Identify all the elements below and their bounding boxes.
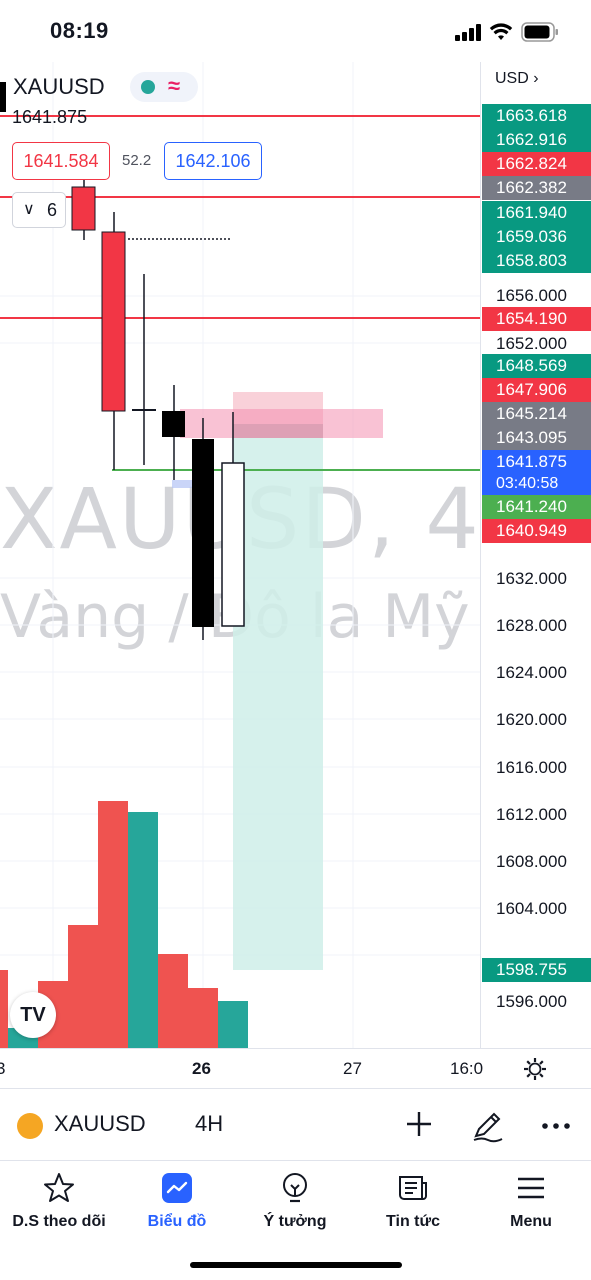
- price-label: 1624.000: [496, 663, 567, 682]
- price-label: 1661.940: [482, 201, 591, 225]
- price-label: 1641.240: [482, 495, 591, 519]
- chart-pane[interactable]: XAUUSD, 4h Vàng / Đô la Mỹ: [0, 62, 480, 1048]
- price-label: 1662.382: [482, 176, 591, 200]
- blue-marker: [172, 480, 200, 488]
- price-label: 1645.214: [482, 402, 591, 426]
- currency-selector[interactable]: USD ›: [495, 70, 539, 88]
- nav-label: Menu: [510, 1213, 552, 1230]
- add-icon[interactable]: [404, 1109, 434, 1139]
- candle: [71, 186, 96, 231]
- price-label: 1663.618: [482, 104, 591, 128]
- star-icon: [44, 1173, 74, 1202]
- currency-label: USD: [495, 70, 529, 87]
- lightbulb-icon: [283, 1173, 307, 1203]
- volume-bar: [218, 1001, 248, 1048]
- time-label: 16:0: [450, 1059, 484, 1078]
- status-time: 08:19: [50, 18, 109, 43]
- time-label: 3: [0, 1059, 6, 1078]
- market-status-pill[interactable]: ≈: [130, 72, 198, 102]
- toolbar-symbol-button[interactable]: XAUUSD: [54, 1111, 146, 1136]
- drawing-tools-icon[interactable]: [470, 1109, 504, 1143]
- nav-ideas[interactable]: Ý tưởng: [236, 1171, 354, 1241]
- volume-bar: [68, 925, 98, 1048]
- chart-icon: [162, 1173, 192, 1203]
- indicators-toggle-button[interactable]: ∨ 6: [12, 192, 66, 228]
- nav-label: Tin tức: [386, 1213, 440, 1230]
- candle: [101, 231, 126, 412]
- price-axis[interactable]: USD › 1663.618 1662.916 1662.824 1662.382 16…: [480, 62, 591, 1048]
- price-label: 1628.000: [496, 616, 567, 635]
- price-label: 1659.036: [482, 225, 591, 249]
- nav-chart[interactable]: Biểu đồ: [118, 1171, 236, 1241]
- price-label: 1598.755: [482, 958, 591, 982]
- more-icon[interactable]: [540, 1111, 572, 1141]
- candle: [162, 411, 185, 437]
- price-label: 1658.803: [482, 249, 591, 273]
- pink-zone: [180, 409, 383, 438]
- price-label: 1640.949: [482, 519, 591, 543]
- candle: [221, 462, 245, 627]
- gold-symbol-icon: [17, 1113, 43, 1139]
- time-axis[interactable]: 3 26 27 16:0: [0, 1048, 591, 1088]
- chart-last-price: 1641.875: [12, 107, 88, 127]
- time-label: 27: [343, 1059, 362, 1078]
- nav-menu[interactable]: Menu: [472, 1171, 590, 1241]
- wave-icon: ≈: [168, 73, 181, 98]
- status-bar: 08:19: [0, 0, 591, 62]
- tradingview-logo[interactable]: TV: [10, 992, 56, 1038]
- menu-icon: [518, 1177, 544, 1199]
- indicator-count: 6: [46, 200, 57, 220]
- candles: [71, 180, 245, 640]
- price-label: 1662.824: [482, 152, 591, 176]
- price-label: 1616.000: [496, 758, 567, 777]
- volume-bar: [0, 970, 8, 1048]
- volume-bar: [98, 801, 128, 1048]
- price-label: 1647.906: [482, 378, 591, 402]
- price-label: 1596.000: [496, 992, 567, 1011]
- news-icon: [399, 1176, 427, 1200]
- price-label: 1643.095: [482, 426, 591, 450]
- volume-bar: [188, 988, 218, 1048]
- volume-bar: [158, 954, 188, 1048]
- price-label: 1608.000: [496, 852, 567, 871]
- price-label: 1641.875: [482, 450, 591, 474]
- sell-button[interactable]: 1641.584: [12, 142, 110, 180]
- battery-icon: [521, 22, 558, 42]
- interval-button[interactable]: 4H: [195, 1111, 224, 1136]
- bottom-navigation: D.S theo dõi Biểu đồ Ý tưởng Tin tức: [0, 1160, 591, 1280]
- position-target-zone: [233, 438, 323, 970]
- symbol-marker: [0, 82, 6, 112]
- price-label: 1604.000: [496, 899, 567, 918]
- price-label: 1648.569: [482, 354, 591, 378]
- price-label: 1654.190: [482, 307, 591, 331]
- chevron-down-icon: ∨: [23, 201, 35, 218]
- volume-bar: [128, 812, 158, 1048]
- chart-canvas[interactable]: [0, 62, 480, 1048]
- price-label: 1632.000: [496, 569, 567, 588]
- nav-label: Ý tưởng: [263, 1213, 327, 1230]
- symbol-toolbar: XAUUSD 4H: [0, 1088, 591, 1160]
- candle: [192, 439, 214, 627]
- market-open-icon: [141, 80, 155, 94]
- volume-bars: [0, 801, 248, 1048]
- nav-news[interactable]: Tin tức: [354, 1171, 472, 1241]
- price-label: 1662.916: [482, 128, 591, 152]
- time-label: 26: [192, 1059, 211, 1078]
- price-label: 1612.000: [496, 805, 567, 824]
- cellular-signal-icon: [455, 24, 481, 41]
- nav-watchlist[interactable]: D.S theo dõi: [0, 1171, 118, 1241]
- nav-label: D.S theo dõi: [12, 1213, 106, 1230]
- wifi-icon: [489, 23, 513, 40]
- home-indicator: [190, 1262, 402, 1268]
- price-label: 1652.000: [496, 334, 567, 353]
- gear-icon[interactable]: [523, 1057, 547, 1081]
- price-label: 1620.000: [496, 710, 567, 729]
- spread-value: 52.2: [122, 152, 152, 169]
- nav-label: Biểu đồ: [147, 1213, 207, 1230]
- price-label: 1656.000: [496, 286, 567, 305]
- buy-button[interactable]: 1642.106: [164, 142, 262, 180]
- chart-symbol[interactable]: XAUUSD: [13, 74, 105, 99]
- bar-countdown: 03:40:58: [482, 474, 591, 496]
